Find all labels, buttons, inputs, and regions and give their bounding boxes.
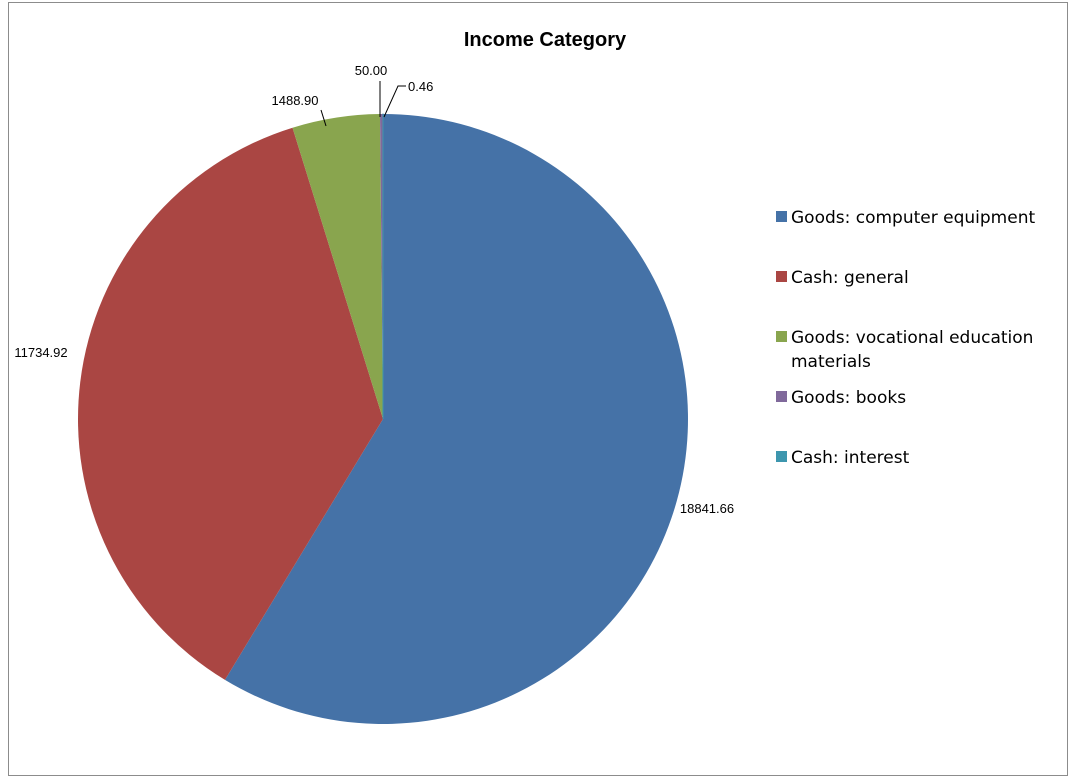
pie-slice <box>379 114 383 419</box>
legend-swatch <box>776 391 787 402</box>
legend-label: materials <box>791 352 871 372</box>
legend-swatch <box>776 331 787 342</box>
legend-label: Goods: vocational education <box>791 328 1033 348</box>
leader-line <box>383 85 406 118</box>
legend-swatch <box>776 451 787 462</box>
data-labels: 18841.66 11734.92 1488.90 50.00 0.46 <box>14 63 734 516</box>
data-label: 1488.90 <box>272 93 319 108</box>
legend-label: Goods: computer equipment <box>791 208 1035 228</box>
legend-label: Goods: books <box>791 388 906 408</box>
pie-chart: Income Category 18841.66 11734.92 1488.90 5… <box>14 29 1035 725</box>
chart-frame: Income Category 18841.66 11734.92 1488.90 5… <box>8 2 1068 776</box>
legend-label: Cash: interest <box>791 448 910 468</box>
chart-title: Income Category <box>464 29 627 51</box>
legend-swatch <box>776 211 787 222</box>
pie-slices <box>77 113 688 725</box>
pie-slice <box>224 114 688 725</box>
legend-swatch <box>776 271 787 282</box>
data-label: 18841.66 <box>680 501 734 516</box>
leader-line <box>320 109 327 127</box>
data-label: 50.00 <box>355 63 388 78</box>
legend: Goods: computer equipment Cash: general Go… <box>776 208 1035 468</box>
legend-label: Cash: general <box>791 268 909 288</box>
data-label: 0.46 <box>408 79 433 94</box>
pie-slice <box>292 114 383 419</box>
data-label: 11734.92 <box>14 345 67 360</box>
pie-slice <box>77 127 383 680</box>
